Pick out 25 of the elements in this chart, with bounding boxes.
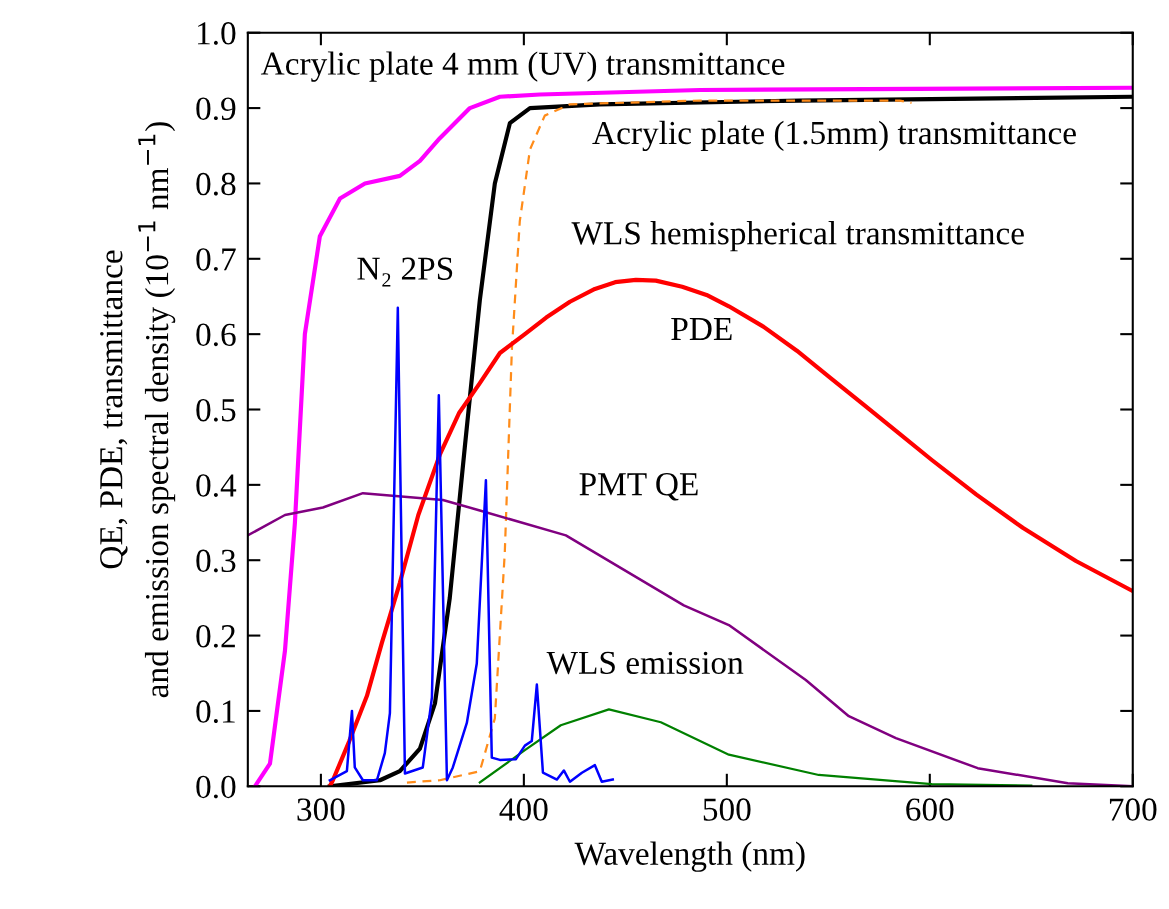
annotation: Acrylic plate 4 mm (UV) transmittance	[260, 51, 785, 82]
annotation: WLS emission	[546, 651, 744, 675]
y-tick-label: 0.7	[196, 248, 236, 271]
y-tick-label: 0.8	[196, 172, 236, 196]
annotation: N₂ 2PS	[357, 257, 453, 287]
y-tick-label: 0.4	[196, 474, 237, 497]
y-tick-label: 0.6	[196, 323, 236, 347]
y-axis-title: QE, PDE, transmittance and emission spectral density (10$^{−1}$ nm$^{−1}$)	[100, 122, 176, 698]
x-axis-title: Wavelength (nm)	[574, 841, 805, 872]
x-tick-label: 300	[297, 798, 345, 821]
annotation: Acrylic plate (1.5mm) transmittance	[592, 120, 1076, 152]
x-tick-label: 500	[703, 798, 751, 821]
y-tick-label: 1.0	[197, 22, 236, 45]
y-tick-label: 0.9	[196, 97, 236, 121]
y-tick-label: 0.0	[196, 775, 236, 799]
x-tick-label: 700	[1109, 798, 1157, 821]
annotation: WLS hemispherical transmittance	[571, 221, 1024, 252]
y-tick-label: 0.1	[196, 700, 235, 723]
annotation: PDE	[671, 318, 732, 340]
annotation: PMT QE	[579, 473, 698, 501]
x-tick-label: 600	[906, 798, 954, 821]
y-tick-label: 0.5	[196, 398, 236, 422]
y-tick-label: 0.3	[196, 549, 236, 573]
y-tick-label: 0.2	[196, 624, 235, 648]
x-tick-label: 400	[499, 798, 548, 821]
